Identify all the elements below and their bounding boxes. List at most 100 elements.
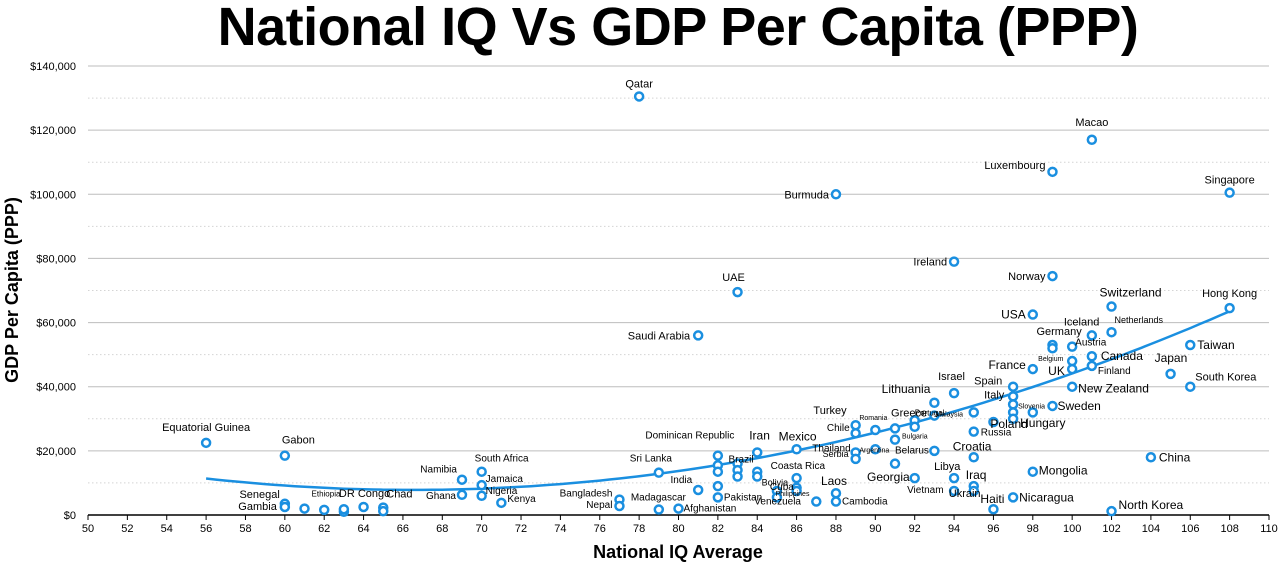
data-point: [830, 496, 842, 507]
point-layer: [200, 91, 1235, 518]
point-label: Spain: [974, 376, 1002, 388]
data-point: [1027, 407, 1039, 418]
point-label: South Korea: [1195, 372, 1257, 384]
x-tick-label: 94: [948, 523, 960, 535]
point-label: Slovenia: [1018, 403, 1045, 410]
x-tick-label: 100: [1063, 523, 1081, 535]
data-point: [692, 484, 704, 496]
x-tick-label: 60: [279, 523, 291, 535]
data-point: [811, 496, 822, 507]
data-point: [929, 445, 940, 457]
point-label: Haiti: [980, 492, 1004, 506]
data-point: [1086, 330, 1098, 341]
data-point: [870, 444, 881, 455]
data-point: [1066, 363, 1078, 375]
data-point: [1066, 341, 1078, 352]
data-point: [1047, 400, 1058, 412]
data-point: [1165, 368, 1176, 380]
point-label: New Zealand: [1078, 382, 1149, 396]
data-point: [850, 427, 861, 439]
data-point: [751, 471, 763, 482]
point-label: Bangladesh: [560, 489, 613, 500]
data-point: [751, 447, 763, 458]
point-label: Taiwan: [1197, 338, 1234, 352]
grid-layer: [88, 65, 1269, 484]
x-tick-label: 76: [594, 523, 606, 535]
point-label: Romania: [859, 415, 887, 422]
point-label: Pakistan: [724, 492, 762, 503]
x-tick-label: 96: [987, 523, 999, 535]
point-label: Finland: [1098, 366, 1131, 377]
data-point: [929, 410, 940, 421]
data-point: [653, 467, 665, 478]
data-point: [870, 424, 881, 436]
point-label: Iran: [749, 428, 770, 442]
x-tick-label: 66: [397, 523, 409, 535]
data-point: [732, 286, 743, 298]
point-label: Sri Lanka: [630, 454, 673, 465]
x-tick-label: 70: [476, 523, 488, 535]
point-label: DR Congo: [339, 488, 390, 500]
x-tick-label: 84: [751, 523, 763, 535]
point-label: Equatorial Guinea: [162, 422, 251, 434]
point-label: Namibia: [420, 465, 457, 476]
data-point: [1106, 326, 1117, 338]
data-point: [1086, 134, 1098, 146]
y-tick-label: $20,000: [36, 446, 76, 458]
data-point: [771, 492, 783, 503]
point-label: Sweden: [1057, 399, 1100, 413]
data-point: [633, 91, 645, 102]
point-label: Afghanistan: [684, 504, 737, 515]
data-point: [791, 472, 802, 484]
x-tick-label: 56: [200, 523, 212, 535]
y-tick-label: $40,000: [36, 382, 76, 394]
point-label: Hong Kong: [1202, 288, 1257, 300]
point-label: Austria: [1075, 338, 1107, 349]
data-point: [1185, 339, 1196, 351]
data-point: [476, 490, 487, 502]
data-point: [358, 501, 369, 513]
point-label: Nigeria: [486, 486, 518, 497]
x-tick-label: 102: [1102, 523, 1120, 535]
point-label: Singapore: [1205, 175, 1255, 187]
data-point: [476, 466, 487, 477]
data-point: [1224, 302, 1235, 314]
data-point: [712, 466, 724, 477]
x-tick-label: 52: [121, 523, 133, 535]
data-point: [1106, 301, 1117, 312]
x-tick-label: 64: [357, 523, 369, 535]
data-point: [1047, 270, 1058, 282]
point-label: UAE: [722, 272, 745, 284]
x-tick-label: 80: [672, 523, 684, 535]
data-point: [1224, 187, 1235, 198]
point-label: Luxembourg: [984, 160, 1045, 172]
point-label: Ukrain: [949, 488, 981, 500]
point-label: Nepal: [586, 500, 612, 511]
data-point: [889, 423, 901, 434]
data-point: [692, 330, 704, 341]
data-point: [1007, 381, 1019, 392]
x-tick-label: 58: [239, 523, 251, 535]
y-tick-label: $0: [64, 510, 76, 522]
data-point: [791, 444, 802, 455]
point-label: Mexico: [779, 429, 817, 443]
point-label: Ethiopia: [312, 490, 341, 499]
point-label: Gambia: [238, 501, 277, 513]
point-label: Burmuda: [784, 189, 830, 201]
point-label: Philippines: [776, 491, 810, 498]
data-point: [1047, 166, 1058, 178]
point-label: Germany: [1036, 326, 1082, 338]
point-label: Belgium: [1038, 356, 1063, 363]
point-label: Saudi Arabia: [628, 330, 691, 342]
data-point: [948, 485, 960, 497]
data-point: [1066, 381, 1078, 392]
point-label: Chile: [827, 423, 850, 434]
x-tick-label: 74: [554, 523, 566, 535]
data-point: [968, 426, 979, 437]
point-label: Switzerland: [1100, 286, 1162, 300]
data-point: [279, 501, 291, 513]
data-point: [1145, 452, 1157, 463]
y-tick-label: $140,000: [30, 61, 76, 73]
point-label: Macao: [1075, 117, 1108, 129]
